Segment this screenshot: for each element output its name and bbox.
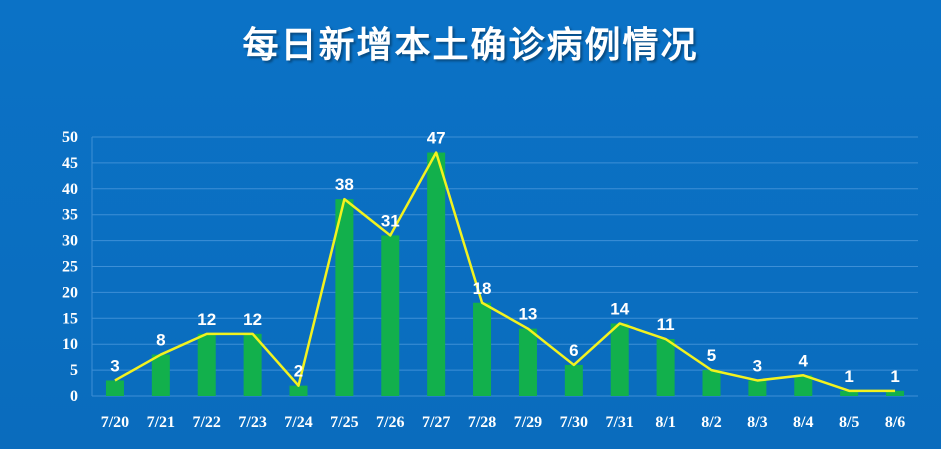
data-label: 12 (197, 310, 216, 329)
data-label: 38 (335, 175, 354, 194)
data-label: 47 (427, 129, 446, 148)
bar (794, 375, 813, 396)
y-axis-ticks: 0 5 10 15 20 25 30 35 40 45 50 (62, 129, 78, 405)
bar (427, 152, 446, 396)
x-tick-label: 8/2 (701, 414, 721, 431)
x-tick-label: 7/22 (192, 414, 220, 431)
bar (335, 199, 354, 396)
y-tick-label: 45 (62, 155, 78, 172)
x-tick-label: 8/1 (655, 414, 675, 431)
bar (381, 235, 400, 396)
data-label: 6 (569, 341, 578, 360)
x-tick-label: 7/25 (330, 414, 358, 431)
data-label: 11 (657, 315, 675, 334)
bar (243, 333, 262, 396)
data-label: 31 (381, 211, 400, 230)
trend-line (114, 151, 896, 393)
bar (518, 328, 537, 396)
x-tick-label: 7/31 (605, 414, 633, 431)
x-tick-label: 7/26 (376, 414, 404, 431)
y-tick-label: 25 (62, 259, 78, 276)
bar (473, 302, 492, 396)
bar (610, 323, 629, 396)
data-label: 2 (294, 362, 303, 381)
x-tick-label: 8/6 (885, 414, 905, 431)
data-label: 13 (518, 305, 537, 324)
data-label: 4 (799, 351, 809, 370)
bar (151, 354, 170, 396)
data-label: 14 (610, 299, 629, 318)
chart-title: 每日新增本土确诊病例情况 (242, 25, 699, 66)
bar (748, 380, 767, 396)
x-tick-label: 7/29 (514, 414, 542, 431)
y-tick-label: 5 (70, 362, 78, 379)
data-label: 5 (707, 346, 716, 365)
x-tick-label: 7/28 (468, 414, 496, 431)
y-tick-label: 20 (62, 284, 78, 301)
x-tick-label: 7/30 (560, 414, 588, 431)
bar (886, 390, 905, 396)
x-tick-label: 8/4 (793, 414, 813, 431)
bar (702, 370, 721, 396)
x-tick-label: 8/5 (839, 414, 859, 431)
data-label: 1 (844, 367, 853, 386)
x-axis-ticks: 7/20 7/21 7/22 7/23 7/24 7/25 7/26 7/27 7/28 7/29… (101, 414, 906, 431)
data-label: 1 (890, 367, 899, 386)
x-tick-label: 7/21 (147, 414, 175, 431)
y-tick-label: 35 (62, 207, 78, 224)
x-tick-label: 8/3 (747, 414, 767, 431)
trend-line-group (114, 151, 896, 393)
bar (289, 385, 308, 396)
bar (105, 380, 124, 396)
y-tick-label: 40 (62, 181, 78, 198)
data-label: 3 (753, 356, 762, 375)
data-label: 18 (473, 279, 492, 298)
y-tick-label: 15 (62, 310, 78, 327)
data-label: 8 (156, 331, 165, 350)
x-tick-label: 7/20 (101, 414, 129, 431)
bar (197, 333, 216, 396)
x-tick-label: 7/23 (238, 414, 266, 431)
bar (840, 390, 859, 396)
y-tick-label: 50 (62, 129, 78, 146)
bar (564, 364, 583, 396)
y-tick-label: 30 (62, 233, 78, 250)
data-label: 12 (243, 310, 262, 329)
y-tick-label: 10 (62, 336, 78, 353)
y-tick-label: 0 (70, 388, 78, 405)
data-label: 3 (110, 356, 119, 375)
gridlines (91, 136, 918, 397)
x-tick-label: 7/24 (284, 414, 312, 431)
x-tick-label: 7/27 (422, 414, 450, 431)
bars (105, 152, 905, 396)
bar (656, 339, 675, 396)
